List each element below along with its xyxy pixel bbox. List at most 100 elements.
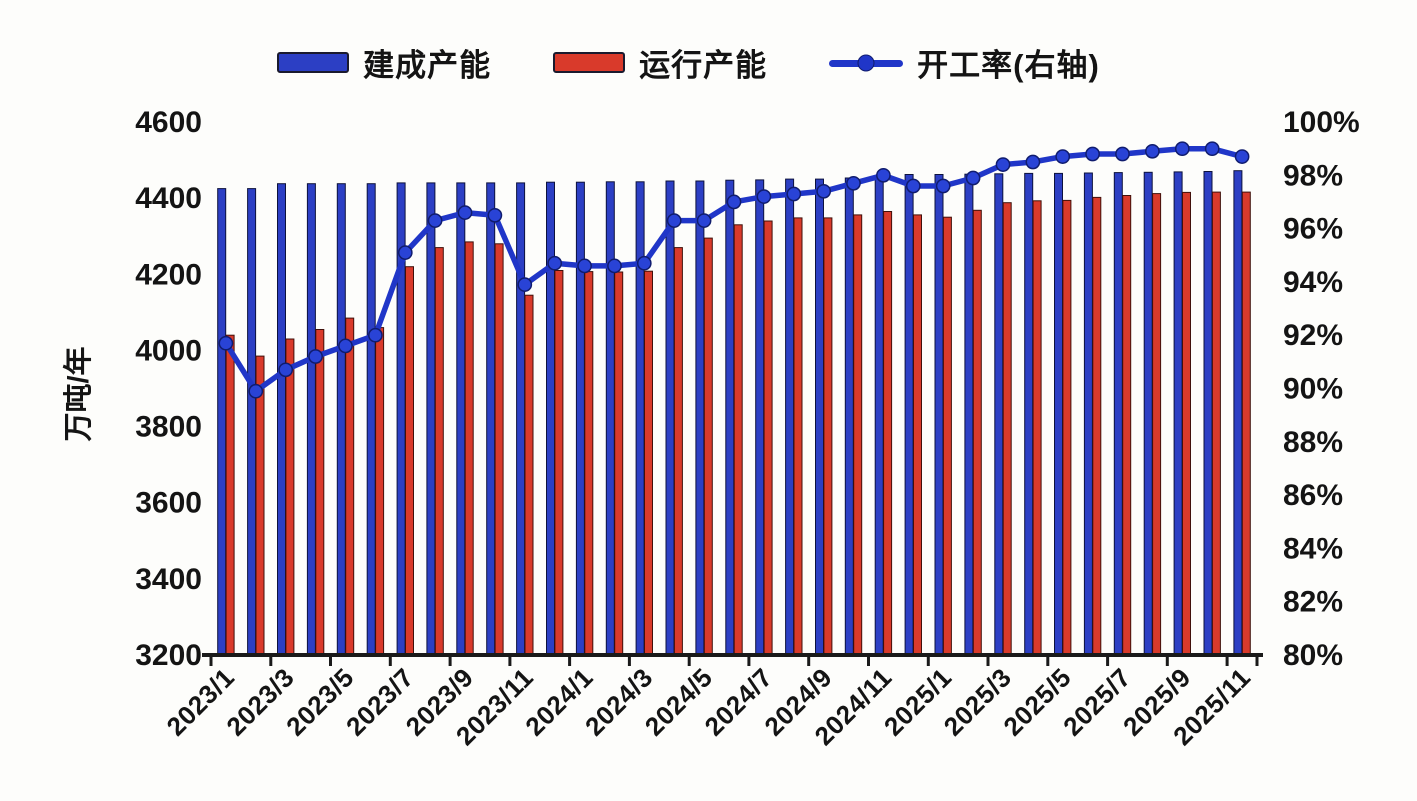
legend-label-rate: 开工率(右轴) (917, 48, 1100, 83)
bar-built (217, 188, 227, 656)
right-axis-tick: 84% (1283, 532, 1343, 565)
bar-built (665, 180, 675, 656)
bar-operating (673, 247, 683, 656)
bar-built (1143, 171, 1153, 656)
rate-point (1025, 154, 1041, 170)
bar-operating (494, 243, 504, 656)
legend-item-rate: 开工率(右轴) (829, 40, 1100, 85)
bar-operating (733, 224, 743, 656)
bar-built (1113, 172, 1123, 656)
bar-built (934, 174, 944, 656)
bar-built (815, 178, 824, 656)
rate-point (756, 189, 772, 204)
bar-operating (1062, 199, 1072, 656)
legend-line-dot (857, 54, 875, 71)
bar-operating (1122, 195, 1132, 656)
rate-point (517, 277, 533, 292)
bar-built (605, 181, 615, 656)
legend-item-built: 建成产能 (277, 40, 491, 85)
legend-line-marker-icon (829, 52, 904, 74)
rate-point (248, 383, 264, 399)
bar-built (575, 181, 585, 656)
x-axis-tick: 2024/5 (639, 662, 719, 742)
x-axis-tick: 2023/5 (280, 662, 360, 742)
bar-built (516, 182, 526, 656)
bar-operating (375, 327, 385, 656)
x-axis-tick: 2023/3 (220, 662, 300, 742)
bar-operating (823, 217, 833, 656)
bar-built (277, 183, 286, 656)
rate-point (666, 213, 682, 228)
right-axis-tick: 80% (1283, 639, 1343, 672)
legend-swatch-operating (553, 52, 626, 73)
right-axis-tick: 98% (1283, 159, 1343, 192)
right-axis-tick: 94% (1283, 266, 1343, 299)
bar-operating (763, 220, 773, 656)
bar-built (1203, 171, 1213, 656)
rate-point (368, 327, 383, 343)
rate-point (636, 255, 652, 271)
bar-built (874, 175, 884, 656)
bar-operating (644, 270, 653, 656)
bar-operating (703, 237, 713, 656)
rate-point (876, 167, 891, 183)
right-axis-tick: 86% (1283, 479, 1343, 512)
rate-point (218, 335, 234, 351)
rate-point (995, 157, 1011, 172)
bar-built (366, 183, 376, 656)
bar-operating (1032, 200, 1042, 656)
bar-operating (584, 271, 594, 656)
rate-point (786, 186, 802, 202)
bar-operating (285, 338, 295, 656)
bar-operating (853, 214, 863, 656)
bar-built (546, 181, 555, 656)
chart-legend: 建成产能 运行产能 开工率(右轴) (0, 40, 1377, 85)
legend-label-operating: 运行产能 (639, 48, 768, 83)
left-axis-tick: 4000 (135, 334, 202, 367)
rate-point (935, 178, 951, 194)
bar-built (964, 173, 974, 656)
rate-point (397, 245, 413, 260)
bar-operating (1211, 191, 1221, 656)
bar-operating (1092, 196, 1102, 656)
rate-point (1145, 143, 1160, 159)
rate-point (577, 258, 592, 274)
bar-built (635, 181, 645, 656)
x-axis-tick: 2025/5 (997, 662, 1077, 742)
rate-point (1055, 149, 1071, 164)
bar-operating (883, 211, 893, 656)
bar-operating (1241, 191, 1251, 656)
rate-point (457, 205, 473, 220)
bar-operating (1002, 202, 1012, 656)
left-axis-tick: 3200 (135, 639, 202, 672)
bar-operating (942, 216, 952, 656)
bar-built (994, 173, 1004, 656)
rate-point (308, 349, 323, 364)
bar-built (1054, 172, 1063, 656)
rate-point (696, 213, 712, 228)
x-axis-tick: 2025/1 (878, 662, 958, 742)
rate-point (1085, 146, 1100, 162)
bar-built (336, 183, 346, 656)
bar-built (1173, 171, 1183, 656)
rate-point (487, 207, 503, 223)
bar-operating (315, 329, 325, 656)
rate-point (965, 170, 981, 186)
bar-operating (972, 209, 982, 656)
legend-item-operating: 运行产能 (553, 40, 767, 85)
bar-built (456, 182, 466, 656)
bar-operating (345, 317, 355, 656)
rate-point (1115, 146, 1130, 162)
bar-built (306, 183, 316, 656)
bar-operating (1182, 191, 1191, 656)
bar-built (426, 182, 436, 656)
bar-operating (1152, 193, 1162, 656)
bar-built (247, 188, 257, 656)
bar-built (725, 179, 735, 656)
rate-point (1174, 141, 1190, 157)
bar-built (785, 178, 795, 656)
left-axis-tick: 4600 (135, 106, 202, 139)
rate-point (338, 338, 353, 354)
